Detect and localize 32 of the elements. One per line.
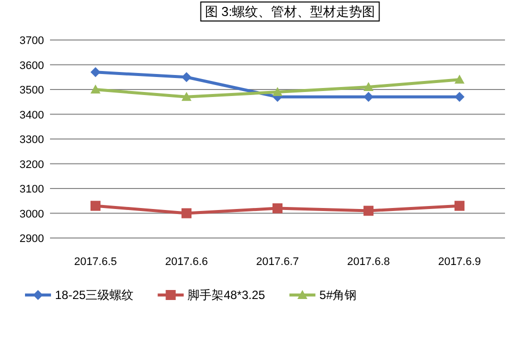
point bbox=[90, 200, 100, 211]
legend-label: 脚手架48*3.25 bbox=[188, 288, 266, 302]
chart-title: 图 3:螺纹、管材、型材走势图 bbox=[204, 4, 376, 19]
point bbox=[90, 67, 100, 78]
point bbox=[90, 84, 100, 94]
point bbox=[272, 86, 282, 96]
x-tick-label: 2017.6.6 bbox=[165, 256, 208, 268]
y-tick-label: 3600 bbox=[20, 60, 44, 72]
point bbox=[182, 92, 192, 101]
x-tick-label: 2017.6.7 bbox=[256, 256, 299, 268]
y-tick-label: 3500 bbox=[20, 84, 44, 96]
point bbox=[364, 92, 374, 102]
point bbox=[272, 203, 282, 214]
point bbox=[454, 74, 464, 84]
point bbox=[182, 72, 192, 82]
point bbox=[364, 82, 374, 92]
point bbox=[454, 92, 464, 102]
y-tick-label: 3100 bbox=[20, 184, 44, 196]
point bbox=[454, 200, 464, 211]
legend-label: 18-25三级螺纹 bbox=[55, 288, 134, 302]
x-tick-label: 2017.6.5 bbox=[74, 256, 117, 268]
x-tick-label: 2017.6.9 bbox=[438, 256, 481, 268]
y-tick-label: 3300 bbox=[20, 134, 44, 146]
legend-label: 5#角钢 bbox=[319, 288, 357, 302]
y-tick-label: 3200 bbox=[20, 158, 44, 171]
y-tick-label: 2900 bbox=[20, 233, 44, 245]
y-tick-label: 3700 bbox=[20, 35, 44, 47]
x-tick-label: 2017.6.8 bbox=[347, 256, 390, 268]
point bbox=[364, 206, 374, 216]
y-tick-label: 3000 bbox=[20, 208, 44, 220]
y-tick-label: 3400 bbox=[20, 109, 44, 122]
point bbox=[182, 208, 192, 218]
